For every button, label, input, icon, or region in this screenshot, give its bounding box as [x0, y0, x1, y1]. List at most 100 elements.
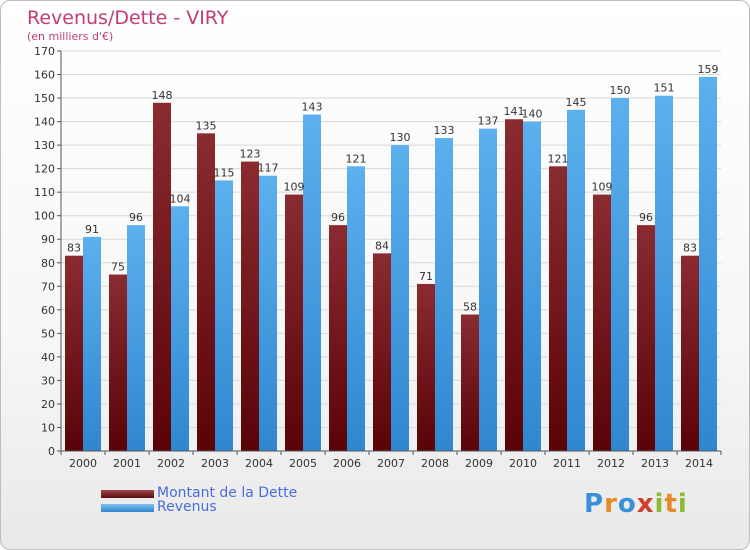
data-label-revenus: 145: [566, 96, 587, 109]
logo-letter: o: [617, 489, 637, 519]
bar-dette: [593, 194, 611, 451]
x-tick-label: 2007: [377, 457, 405, 470]
data-label-revenus: 117: [258, 162, 279, 175]
y-tick-label: 20: [41, 398, 55, 411]
x-tick-label: 2011: [553, 457, 581, 470]
data-label-dette: 96: [331, 211, 345, 224]
bar-dette: [329, 225, 347, 451]
bar-revenus: [567, 109, 585, 451]
bar-revenus: [479, 128, 497, 451]
y-tick-label: 110: [34, 186, 55, 199]
data-label-revenus: 143: [302, 101, 323, 114]
y-tick-label: 0: [48, 445, 55, 458]
x-tick-label: 2014: [685, 457, 713, 470]
x-tick-label: 2006: [333, 457, 361, 470]
data-label-dette: 121: [548, 152, 569, 165]
bar-dette: [285, 194, 303, 451]
bar-dette: [241, 161, 259, 451]
data-label-dette: 109: [592, 181, 613, 194]
bar-dette: [373, 253, 391, 451]
chart-subtitle: (en milliers d'€): [27, 30, 114, 43]
y-tick-label: 120: [34, 163, 55, 176]
y-tick-label: 100: [34, 210, 55, 223]
legend-label-dette: Montant de la Dette: [157, 485, 298, 501]
y-tick-label: 130: [34, 139, 55, 152]
bar-dette: [417, 283, 435, 451]
data-label-dette: 83: [683, 242, 697, 255]
data-label-dette: 83: [67, 242, 81, 255]
bar-revenus: [215, 180, 233, 452]
legend-swatch-revenus: [101, 504, 154, 512]
bar-revenus: [83, 236, 101, 451]
data-label-revenus: 91: [85, 223, 99, 236]
data-label-revenus: 121: [346, 152, 367, 165]
y-tick-label: 40: [41, 351, 55, 364]
data-label-revenus: 150: [610, 84, 631, 97]
y-tick-label: 150: [34, 92, 55, 105]
bar-revenus: [347, 166, 365, 451]
x-tick-label: 2003: [201, 457, 229, 470]
data-label-revenus: 133: [434, 124, 455, 137]
bar-dette: [681, 255, 699, 451]
bar-revenus: [391, 145, 409, 451]
x-tick-label: 2000: [69, 457, 97, 470]
legend-label-revenus: Revenus: [157, 499, 217, 515]
y-tick-label: 30: [41, 374, 55, 387]
data-label-revenus: 159: [698, 63, 719, 76]
y-tick-label: 90: [41, 233, 55, 246]
y-tick-label: 160: [34, 69, 55, 82]
data-label-revenus: 115: [214, 166, 235, 179]
bar-revenus: [523, 121, 541, 452]
bar-dette: [109, 274, 127, 451]
bars: [65, 76, 717, 452]
chart-title: Revenus/Dette - VIRY: [27, 7, 229, 29]
bar-dette: [153, 102, 171, 451]
bar-revenus: [259, 175, 277, 452]
bar-revenus: [655, 95, 673, 452]
data-label-revenus: 140: [522, 108, 543, 121]
x-tick-label: 2002: [157, 457, 185, 470]
logo-letter: x: [636, 489, 655, 519]
bar-revenus: [303, 114, 321, 451]
y-tick-label: 140: [34, 116, 55, 129]
bar-dette: [549, 166, 567, 451]
x-tick-label: 2008: [421, 457, 449, 470]
bar-revenus: [435, 138, 453, 451]
bar-dette: [197, 133, 215, 451]
data-label-dette: 109: [284, 181, 305, 194]
logo-letter: i: [654, 489, 665, 519]
bar-dette: [637, 225, 655, 451]
y-tick-label: 10: [41, 421, 55, 434]
x-tick-labels: 2000 2001 2002 2003 2004 2005 2006 2007 2008 2009…: [60, 451, 722, 470]
bar-revenus: [127, 225, 145, 451]
legend-swatch-dette: [101, 490, 154, 498]
data-label-revenus: 151: [654, 82, 675, 95]
y-tick-label: 80: [41, 257, 55, 270]
data-label-dette: 58: [463, 301, 477, 314]
data-label-revenus: 137: [478, 115, 499, 128]
y-tick-label: 70: [41, 280, 55, 293]
data-label-revenus: 96: [129, 211, 143, 224]
bar-dette: [505, 119, 523, 451]
x-tick-label: 2005: [289, 457, 317, 470]
data-label-revenus: 130: [390, 131, 411, 144]
y-tick-label: 50: [41, 327, 55, 340]
bar-revenus: [171, 206, 189, 451]
x-tick-label: 2012: [597, 457, 625, 470]
y-tick-labels: 0 10 20 30 40 50 60 70 80 90 100 110 120 130 140 150 160…: [34, 45, 55, 458]
x-tick-label: 2009: [465, 457, 493, 470]
data-label-dette: 123: [240, 148, 261, 161]
data-label-dette: 96: [639, 211, 653, 224]
x-tick-label: 2001: [113, 457, 141, 470]
x-tick-label: 2013: [641, 457, 669, 470]
bar-revenus: [611, 98, 629, 451]
y-tick-label: 60: [41, 304, 55, 317]
data-label-dette: 71: [419, 270, 433, 283]
proxiti-logo: Proxiti: [584, 489, 688, 519]
x-tick-label: 2010: [509, 457, 537, 470]
x-tick-label: 2004: [245, 457, 273, 470]
data-label-revenus: 104: [170, 192, 191, 205]
